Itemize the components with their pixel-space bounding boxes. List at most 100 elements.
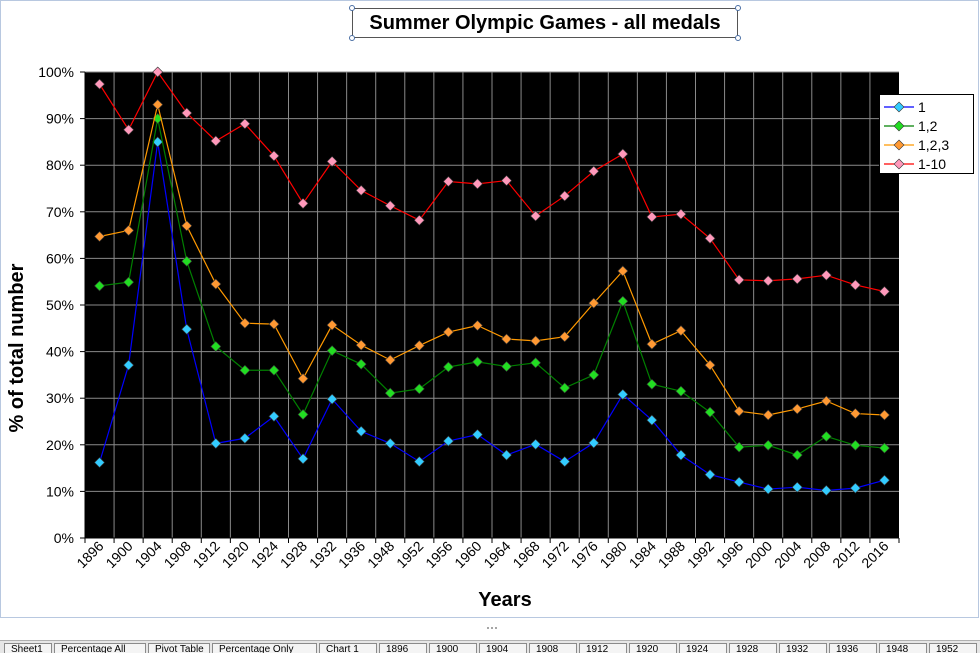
sheet-tab[interactable]: 1904 <box>479 643 527 653</box>
data-point <box>559 190 571 202</box>
sheet-tab[interactable]: Chart 1 <box>319 643 377 653</box>
data-point <box>94 457 105 468</box>
data-point <box>152 66 164 78</box>
legend-marker <box>893 120 905 131</box>
data-point <box>849 408 861 420</box>
data-point <box>501 449 512 461</box>
series-1 <box>94 136 890 496</box>
data-point <box>181 220 193 232</box>
series-line <box>98 141 885 492</box>
data-point <box>820 395 832 407</box>
data-point <box>762 409 774 421</box>
data-point <box>588 437 600 449</box>
data-point <box>791 481 803 493</box>
sheet-tab[interactable]: 1952 <box>929 643 977 653</box>
data-point <box>617 265 629 277</box>
legend-entry[interactable]: 1,2,3 <box>882 135 973 154</box>
sheet-tab[interactable]: 1948 <box>879 643 927 653</box>
data-point <box>791 273 803 285</box>
sheet-tab[interactable]: 1908 <box>529 643 577 653</box>
data-point <box>181 107 193 119</box>
data-point <box>501 361 512 372</box>
data-point <box>326 393 338 405</box>
data-point <box>820 269 832 281</box>
data-point <box>472 356 483 368</box>
data-point <box>849 482 861 494</box>
sheet-tab[interactable]: Percentage All <box>54 643 146 653</box>
legend-entry[interactable]: 1 <box>882 97 973 116</box>
data-point <box>384 437 396 449</box>
y-tick-label: 50% <box>46 297 74 313</box>
legend-entry[interactable]: 1,2 <box>882 116 973 135</box>
data-point <box>704 406 716 418</box>
data-point <box>675 325 687 337</box>
data-point <box>733 274 745 286</box>
chart-title-box[interactable]: Summer Olympic Games - all medals <box>352 8 738 38</box>
series-2 <box>94 113 890 461</box>
data-point <box>588 297 600 309</box>
data-point <box>820 485 832 496</box>
data-point <box>355 358 367 370</box>
sheet-tab[interactable]: 1912 <box>579 643 627 653</box>
data-point <box>326 156 338 167</box>
data-point <box>413 456 425 468</box>
data-point <box>646 338 658 350</box>
legend-swatch <box>884 139 914 150</box>
sheet-tab[interactable]: Percentage Only <box>212 643 317 653</box>
legend-label: 1-10 <box>918 155 947 172</box>
y-axis-label: % of total number <box>6 263 28 432</box>
selection-handle-top-right[interactable] <box>735 5 741 11</box>
data-point <box>733 441 745 453</box>
sheet-tab[interactable]: Sheet1 <box>4 643 52 653</box>
data-point <box>588 165 600 177</box>
data-point <box>210 341 222 352</box>
data-point <box>849 439 861 451</box>
sheet-tab[interactable]: 1928 <box>729 643 777 653</box>
legend-marker <box>893 139 905 150</box>
data-point <box>297 373 309 385</box>
data-point <box>646 211 658 223</box>
data-point <box>239 118 251 130</box>
sheet-tab[interactable]: 1932 <box>779 643 827 653</box>
data-point <box>384 200 396 212</box>
legend[interactable]: 1 1,2 1,2,3 1-10 <box>879 94 974 174</box>
y-tick-label: 30% <box>46 390 74 406</box>
data-point <box>733 476 745 488</box>
y-tick-label: 40% <box>46 344 74 360</box>
sheet-tab[interactable]: Pivot Table <box>148 643 210 653</box>
sheet-tab[interactable]: 1920 <box>629 643 677 653</box>
data-point <box>239 317 251 329</box>
sheet-tab-strip: Sheet1 Percentage All Pivot Table Percentag… <box>0 640 980 653</box>
sheet-tab[interactable]: 1924 <box>679 643 727 653</box>
sheet-tab[interactable]: 1896 <box>379 643 427 653</box>
data-point <box>646 414 658 426</box>
data-point <box>588 369 600 381</box>
selection-handle-top-left[interactable] <box>349 35 355 41</box>
data-point <box>268 150 280 162</box>
selection-handle-bottom-left[interactable] <box>349 5 355 11</box>
data-point <box>762 275 774 287</box>
legend-swatch <box>884 120 914 131</box>
data-point <box>617 389 629 400</box>
data-point <box>152 99 164 111</box>
data-point <box>268 364 280 376</box>
data-point <box>762 439 774 451</box>
y-tick-label: 80% <box>46 157 74 173</box>
pane-splitter[interactable] <box>0 618 980 629</box>
data-point <box>704 232 716 244</box>
data-point <box>210 278 222 290</box>
legend-entry[interactable]: 1-10 <box>882 154 973 173</box>
splitter-grip-icon <box>487 627 497 629</box>
selection-handle-bottom-right[interactable] <box>735 35 741 41</box>
data-point <box>442 326 454 338</box>
data-point <box>501 333 512 345</box>
data-point <box>704 469 716 481</box>
sheet-tab[interactable]: 1900 <box>429 643 477 653</box>
legend-marker <box>893 101 905 112</box>
data-point <box>94 280 105 292</box>
data-point <box>675 385 687 397</box>
data-point <box>879 474 890 486</box>
sheet-tab[interactable]: 1936 <box>829 643 877 653</box>
chart-area[interactable]: 0% 10% 20% 30% 40% 50% 60% 70% 80% 90% 100% 1896 190… <box>0 0 980 620</box>
series-line <box>99 70 885 293</box>
